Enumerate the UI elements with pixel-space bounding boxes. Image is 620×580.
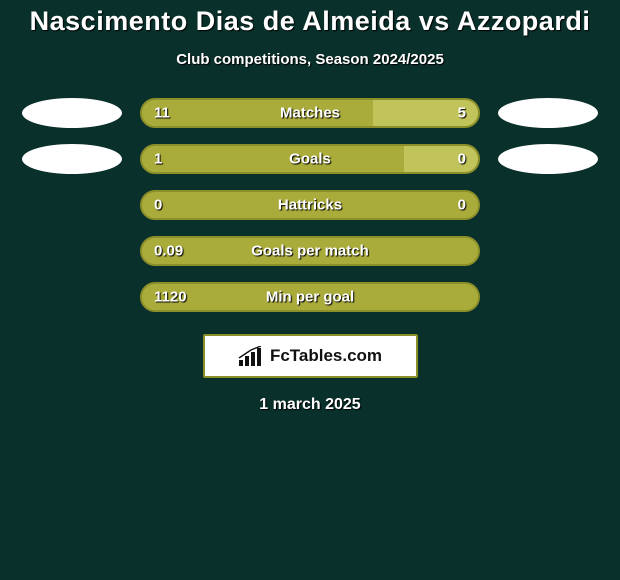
stat-value-left: 1120 (154, 289, 187, 306)
stat-bar: Matches115 (140, 98, 480, 128)
player-avatar-right (498, 98, 598, 128)
stat-value-left: 0.09 (154, 243, 183, 260)
stat-bar: Goals per match0.09 (140, 236, 480, 266)
stat-bar-left (142, 192, 478, 218)
page-title: Nascimento Dias de Almeida vs Azzopardi (0, 6, 620, 37)
player-avatar-left (22, 190, 122, 220)
stat-row: Goals10 (0, 144, 620, 174)
stat-row: Hattricks00 (0, 190, 620, 220)
stat-value-right: 0 (458, 151, 466, 168)
stat-bar: Hattricks00 (140, 190, 480, 220)
stat-bar: Min per goal1120 (140, 282, 480, 312)
player-avatar-left (22, 236, 122, 266)
player-avatar-right (498, 190, 598, 220)
comparison-card: Nascimento Dias de Almeida vs Azzopardi … (0, 0, 620, 580)
subtitle: Club competitions, Season 2024/2025 (0, 51, 620, 68)
stat-bar-left (142, 238, 478, 264)
brand-text: FcTables.com (270, 346, 382, 366)
player-avatar-left (22, 98, 122, 128)
date-label: 1 march 2025 (0, 396, 620, 414)
stats-container: Matches115Goals10Hattricks00Goals per ma… (0, 98, 620, 312)
stat-row: Matches115 (0, 98, 620, 128)
stat-value-left: 1 (154, 151, 162, 168)
stat-value-right: 5 (458, 105, 466, 122)
brand-badge[interactable]: FcTables.com (203, 334, 418, 378)
stat-bar-left (142, 146, 404, 172)
stat-row: Min per goal1120 (0, 282, 620, 312)
stat-row: Goals per match0.09 (0, 236, 620, 266)
stat-value-right: 0 (458, 197, 466, 214)
stat-bar: Goals10 (140, 144, 480, 174)
stat-bar-left (142, 284, 478, 310)
player-avatar-right (498, 236, 598, 266)
player-avatar-right (498, 144, 598, 174)
player-avatar-left (22, 144, 122, 174)
bar-chart-icon (238, 346, 264, 366)
player-avatar-left (22, 282, 122, 312)
player-avatar-right (498, 282, 598, 312)
stat-bar-left (142, 100, 373, 126)
stat-bar-right (404, 146, 478, 172)
stat-value-left: 11 (154, 105, 170, 122)
stat-value-left: 0 (154, 197, 162, 214)
